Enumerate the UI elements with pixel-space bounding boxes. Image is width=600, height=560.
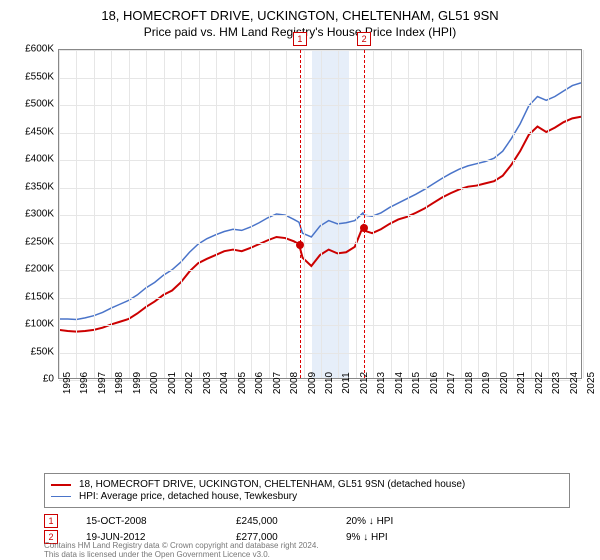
price-marker-dot [360, 224, 368, 232]
legend-label-property: 18, HOMECROFT DRIVE, UCKINGTON, CHELTENH… [79, 479, 465, 490]
callout-marker: 1 [293, 32, 307, 46]
series-line-property [59, 117, 581, 332]
x-tick-label: 2000 [149, 372, 160, 394]
x-tick-label: 2014 [394, 372, 405, 394]
x-tick-label: 2020 [499, 372, 510, 394]
transaction-diff: 20% ↓ HPI [346, 516, 496, 527]
x-tick-label: 2008 [289, 372, 300, 394]
series-line-hpi [59, 83, 581, 320]
legend-label-hpi: HPI: Average price, detached house, Tewk… [79, 491, 297, 502]
x-tick-label: 2013 [376, 372, 387, 394]
x-tick-label: 2002 [184, 372, 195, 394]
x-tick-label: 2003 [202, 372, 213, 394]
x-tick-label: 2017 [446, 372, 457, 394]
x-tick-label: 2009 [307, 372, 318, 394]
x-tick-label: 2019 [481, 372, 492, 394]
transaction-price: £245,000 [236, 516, 346, 527]
x-tick-label: 2001 [167, 372, 178, 394]
x-tick-label: 2004 [219, 372, 230, 394]
legend-swatch-property [51, 484, 71, 486]
footer-line2: This data is licensed under the Open Gov… [44, 550, 319, 560]
y-tick-label: £400K [10, 154, 54, 165]
legend-row-property: 18, HOMECROFT DRIVE, UCKINGTON, CHELTENH… [51, 479, 563, 490]
chart-area: 12 £0 £50K £100K £150K £200K £250K £300K £350K £… [12, 43, 588, 413]
x-tick-label: 2022 [534, 372, 545, 394]
title-address: 18, HOMECROFT DRIVE, UCKINGTON, CHELTENH… [12, 8, 588, 23]
x-tick-label: 2005 [237, 372, 248, 394]
x-tick-label: 2012 [359, 372, 370, 394]
transaction-diff: 9% ↓ HPI [346, 532, 496, 543]
y-tick-label: £550K [10, 71, 54, 82]
price-marker-dot [296, 241, 304, 249]
x-tick-label: 2021 [516, 372, 527, 394]
x-tick-label: 2007 [272, 372, 283, 394]
y-tick-label: £500K [10, 99, 54, 110]
plot-area: 12 [58, 49, 582, 379]
y-tick-label: £100K [10, 319, 54, 330]
x-tick-label: 1997 [97, 372, 108, 394]
y-tick-label: £250K [10, 236, 54, 247]
footer-line1: Contains HM Land Registry data © Crown c… [44, 541, 319, 551]
x-tick-label: 2015 [411, 372, 422, 394]
x-tick-label: 2010 [324, 372, 335, 394]
transaction-row: 1 15-OCT-2008 £245,000 20% ↓ HPI [44, 514, 570, 528]
y-tick-label: £150K [10, 291, 54, 302]
x-tick-label: 2006 [254, 372, 265, 394]
x-tick-label: 1999 [132, 372, 143, 394]
y-tick-label: £200K [10, 264, 54, 275]
y-tick-label: £50K [10, 346, 54, 357]
footer-note: Contains HM Land Registry data © Crown c… [44, 541, 319, 560]
x-tick-label: 2025 [586, 372, 597, 394]
line-svg [59, 50, 581, 378]
x-tick-label: 2016 [429, 372, 440, 394]
x-tick-label: 2011 [341, 372, 352, 394]
x-tick-label: 2023 [551, 372, 562, 394]
x-tick-label: 1995 [62, 372, 73, 394]
y-tick-label: £0 [10, 374, 54, 385]
transaction-date: 15-OCT-2008 [86, 516, 236, 527]
x-tick-label: 1998 [114, 372, 125, 394]
x-tick-label: 2018 [464, 372, 475, 394]
x-tick-label: 1996 [79, 372, 90, 394]
y-tick-label: £350K [10, 181, 54, 192]
legend-row-hpi: HPI: Average price, detached house, Tewk… [51, 491, 563, 502]
chart-container: 18, HOMECROFT DRIVE, UCKINGTON, CHELTENH… [0, 0, 600, 560]
legend: 18, HOMECROFT DRIVE, UCKINGTON, CHELTENH… [44, 473, 570, 508]
y-tick-label: £600K [10, 44, 54, 55]
transaction-marker-1: 1 [44, 514, 58, 528]
y-tick-label: £300K [10, 209, 54, 220]
legend-swatch-hpi [51, 496, 71, 497]
x-tick-label: 2024 [569, 372, 580, 394]
y-tick-label: £450K [10, 126, 54, 137]
callout-marker: 2 [357, 32, 371, 46]
